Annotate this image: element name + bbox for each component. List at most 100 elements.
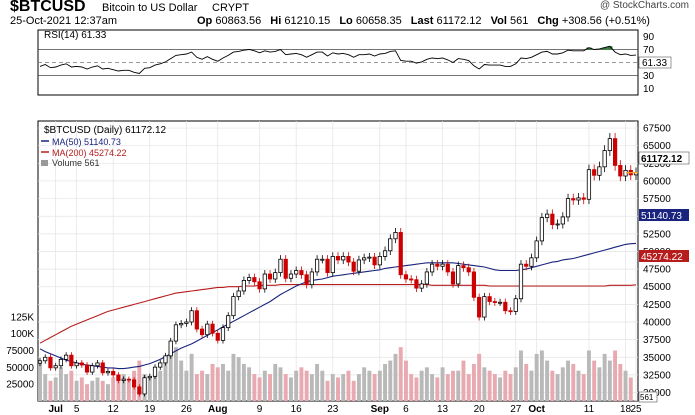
volume-bar — [503, 370, 508, 401]
date-tick-label: 26 — [181, 404, 193, 415]
candle-body — [304, 274, 309, 286]
volume-bar — [111, 377, 116, 401]
rsi-panel: 9070503010 RSI(14) 61.33 61.33 — [37, 29, 672, 96]
volume-bar — [315, 363, 320, 401]
candle-body — [565, 198, 571, 218]
candle-body — [341, 256, 346, 261]
candle-body — [37, 360, 43, 364]
candle-body — [320, 258, 325, 261]
volume-bar — [414, 377, 419, 401]
price-tick-label: 35000 — [643, 353, 671, 364]
candle-body — [403, 274, 409, 280]
price-tick-label: 60000 — [643, 176, 671, 187]
rsi-overbought-fill — [607, 46, 613, 50]
candle-body — [116, 374, 121, 381]
volume-bar — [487, 370, 492, 401]
last-label: Last — [410, 15, 434, 27]
volume-bar — [90, 380, 95, 401]
volume-bar — [618, 363, 623, 401]
price-tick-label: 62500 — [643, 159, 671, 170]
volume-bar — [304, 370, 309, 401]
volume-bar — [95, 377, 100, 401]
volume-tick-label: 50000 — [6, 363, 34, 374]
date-tick-label: Oct — [528, 404, 545, 415]
candle-body — [294, 270, 299, 275]
date-tick-label: Aug — [208, 404, 227, 415]
candle-body — [497, 301, 503, 304]
volume-bar — [200, 370, 205, 401]
candle-body — [84, 364, 90, 373]
candle-body — [137, 386, 142, 395]
candle-body — [64, 354, 69, 360]
open-value: 60863.56 — [215, 15, 262, 27]
volume-bar — [309, 374, 314, 401]
watermark: @ StockCharts.com — [599, 0, 689, 11]
candle-body — [424, 271, 429, 285]
volume-bar — [372, 374, 377, 401]
volume-bar — [43, 374, 48, 401]
volume-bar — [377, 370, 382, 401]
candle-body — [576, 197, 581, 201]
volume-bar — [451, 370, 455, 401]
rsi-tick-label: 10 — [643, 84, 655, 95]
low-value: 60658.35 — [355, 15, 402, 27]
volume-bar — [628, 377, 633, 401]
legend-ma200: MA(200) 45274.22 — [52, 148, 127, 158]
quote-stats: Op 60863.56 Hi 61210.15 Lo 60658.35 Last… — [197, 15, 650, 27]
candle-body — [252, 277, 257, 283]
volume-bar — [555, 374, 560, 401]
date-tick-label: 16 — [291, 404, 303, 415]
candle-body — [440, 263, 445, 267]
tag-ma200-text: 45274.22 — [641, 252, 683, 263]
candle-body — [111, 370, 116, 376]
candle-body — [220, 327, 226, 341]
volume-bar — [613, 350, 618, 401]
volume-bar — [147, 377, 152, 401]
candle-body — [95, 362, 100, 367]
candle-body — [372, 256, 377, 266]
candle-body — [487, 296, 492, 302]
volume-bar — [330, 374, 335, 401]
candle-body — [388, 238, 393, 252]
rsi-line — [39, 45, 637, 74]
rsi-tick-label: 30 — [643, 71, 655, 82]
volume-bar — [482, 367, 487, 401]
volume-bar — [466, 374, 471, 401]
candle-body — [299, 270, 304, 276]
volume-bar — [299, 367, 304, 401]
volume-tick-label: 75000 — [6, 346, 34, 357]
date-tick-label: Sep — [371, 404, 389, 415]
candle-body — [205, 323, 210, 336]
volume-bar — [586, 350, 591, 401]
volume-bar — [85, 384, 90, 401]
volume-bar — [294, 370, 299, 401]
chg-value: +308.56 (+0.51%) — [561, 15, 650, 27]
volume-bar — [252, 374, 257, 401]
vol-value: 561 — [509, 15, 529, 27]
volume-bar — [74, 380, 79, 401]
candle-body — [142, 377, 147, 395]
date-tick-label: 20 — [474, 404, 486, 415]
candle-body — [524, 263, 529, 267]
volume-bar — [456, 370, 461, 401]
volume-bar — [48, 380, 53, 401]
volume-tick-label: 25000 — [6, 380, 34, 391]
volume-bar — [424, 367, 429, 401]
volume-bar — [445, 374, 450, 401]
candle-body — [539, 217, 544, 242]
volume-bar — [168, 353, 173, 401]
candle-body — [74, 362, 79, 367]
tag-ma200: 45274.22 — [639, 250, 689, 263]
volume-bar — [409, 374, 414, 401]
candle-body — [194, 310, 199, 330]
price-panel: 6750065000625006000057500550005250050000… — [6, 120, 690, 415]
volume-tick-label: 125K — [11, 312, 35, 323]
rsi-value-tag: 61.33 — [642, 58, 667, 69]
candle-body — [152, 366, 158, 377]
candle-body — [278, 258, 283, 274]
volume-bar — [492, 374, 497, 401]
candle-body — [158, 362, 163, 368]
candle-body — [330, 256, 335, 274]
volume-bar — [388, 360, 393, 401]
instrument-name: Bitcoin to US Dollar — [102, 2, 198, 14]
